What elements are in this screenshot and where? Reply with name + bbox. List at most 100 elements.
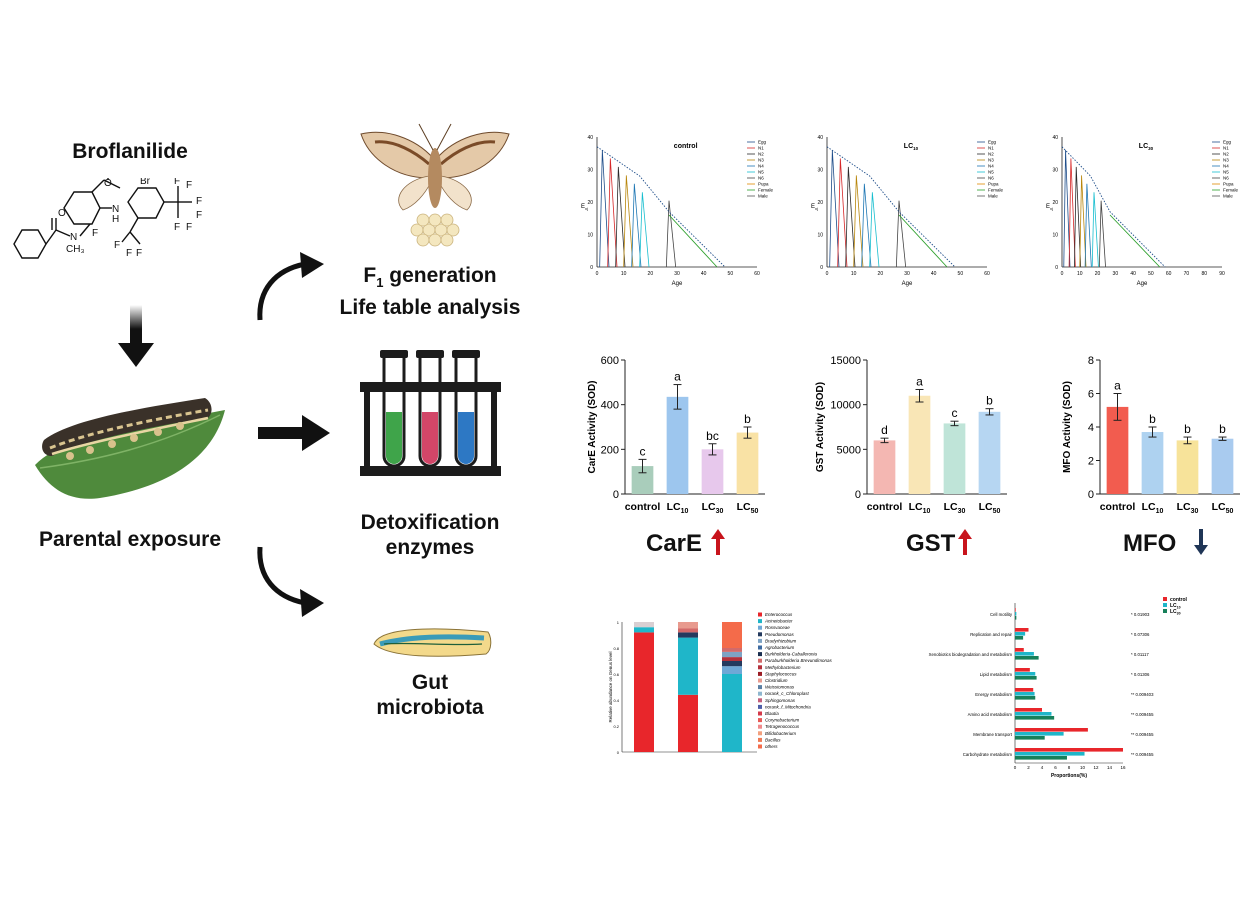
svg-text:F: F [186, 180, 192, 191]
bar [873, 440, 896, 494]
bar [1015, 688, 1034, 692]
legend-label: Tetragenococcus [765, 724, 800, 729]
svg-text:F: F [174, 178, 180, 187]
category-label: Energy metabolism [975, 692, 1012, 697]
legend-label: Bifidobacterium [765, 731, 796, 736]
svg-text:F: F [136, 248, 142, 259]
legend-label: N5 [988, 170, 994, 175]
significance-label: ** 0.009455 [1131, 752, 1154, 757]
category-label: Membrane transport [973, 732, 1012, 737]
y-axis-title-sub: xj [815, 206, 818, 211]
legend-label: Pupa [758, 182, 769, 187]
test-tubes-illustration [360, 350, 501, 476]
bar [1176, 440, 1199, 494]
x-tick-label: 70 [1184, 271, 1190, 277]
legend-label: Egg [1223, 140, 1232, 145]
stack-segment [634, 622, 654, 628]
legend-label: Paraburkholderia Brevundimonas [765, 658, 833, 663]
bar [1015, 608, 1016, 612]
significance-letter: b [744, 412, 751, 426]
category-label: Amino acid metabolism [968, 712, 1013, 717]
bar [1015, 652, 1034, 656]
bar [1015, 728, 1088, 732]
legend-label: Egg [988, 140, 997, 145]
category-label: Carbohydrate metabolism [963, 752, 1013, 757]
x-tick-label: 8 [1068, 765, 1071, 770]
stage-curve [599, 149, 610, 268]
legend-swatch [1163, 603, 1167, 607]
legend-swatch [758, 678, 762, 683]
x-tick-label: 4 [1041, 765, 1044, 770]
y-tick-label: 0 [613, 489, 619, 501]
x-axis-title: Age [672, 281, 683, 287]
legend-label: Rossvaceae [765, 625, 790, 630]
panel-title: control [674, 143, 698, 150]
y-axis-title-sub: xj [1050, 206, 1053, 211]
x-tick-label-sub: 50 [751, 508, 759, 515]
legend-label: Bradyrhizobium [765, 638, 797, 643]
stage-curve [615, 166, 626, 268]
y-tick-label: 5000 [837, 444, 861, 456]
y-tick-label: 400 [601, 400, 619, 412]
significance-label: * 0.01903 [1131, 612, 1150, 617]
egg-curve [1061, 146, 1166, 268]
detoxification-label: Detoxification enzymes [330, 510, 530, 560]
x-tick-label-sub: 50 [993, 508, 1001, 515]
x-tick-label: LC10 [1142, 501, 1164, 515]
legend-swatch [1163, 597, 1167, 601]
gst-title: GST [906, 530, 956, 557]
significance-label: * 0.01117 [1131, 652, 1149, 657]
stack-segment [722, 666, 742, 674]
x-tick-label-sub: 30 [716, 508, 724, 515]
stage-curve [1068, 158, 1076, 268]
x-tick-label: 30 [1113, 271, 1119, 277]
x-tick-label: 20 [878, 271, 884, 277]
x-tick-label: 14 [1107, 765, 1113, 770]
x-tick-label: control [1100, 501, 1136, 513]
legend-label: Acinetobacter [764, 619, 793, 624]
x-tick-label: LC10 [667, 501, 689, 515]
legend-swatch [1163, 609, 1167, 613]
bar [908, 395, 931, 494]
bar [1015, 756, 1067, 760]
female-curve [1109, 214, 1161, 268]
stack-segment [722, 651, 742, 658]
x-tick-label: 10 [851, 271, 857, 277]
y-axis-title-sub: xj [585, 206, 588, 211]
x-tick-label: 50 [958, 271, 964, 277]
mfo-activity-chart: 0 2 4 6 8 MFO Activity (SOD) a control b LC10 b LC3… [1062, 355, 1240, 515]
x-tick-label: LC30 [1177, 501, 1199, 515]
legend-swatch [758, 724, 762, 729]
significance-letter: c [640, 444, 646, 458]
x-tick-label: LC30 [944, 501, 966, 515]
y-tick-label: 40 [1052, 135, 1058, 141]
significance-letter: a [674, 370, 681, 384]
bar [1141, 432, 1164, 494]
legend-label: Sphingomonas [765, 698, 796, 703]
detox-line2: enzymes [385, 536, 475, 559]
y-tick-label: 1 [617, 620, 620, 625]
stage-curve [837, 158, 848, 268]
stage-curve [623, 175, 634, 268]
significance-letter: b [1219, 422, 1226, 436]
x-tick-label: LC50 [737, 501, 759, 515]
stage-curve [895, 200, 907, 268]
x-tick-label: 60 [984, 271, 990, 277]
stage-curve [829, 149, 840, 268]
x-tick-label: 20 [1095, 271, 1101, 277]
y-tick-label: 0 [590, 265, 593, 271]
legend-label: Weissiomonas [765, 685, 795, 690]
x-tick-label-sub: 50 [1226, 508, 1234, 515]
legend-label-sub: 30 [1177, 612, 1181, 616]
x-tick-label: 10 [621, 271, 627, 277]
y-tick-label: 10 [1052, 233, 1058, 239]
bar [1015, 736, 1045, 740]
y-tick-label: 8 [1088, 355, 1094, 367]
legend-swatch [758, 671, 762, 676]
y-axis-title: Exj [581, 204, 588, 211]
legend-label: Clostridium [765, 678, 788, 683]
stack-segment [678, 628, 698, 633]
y-tick-label: 2 [1088, 456, 1094, 468]
significance-letter: b [986, 394, 993, 408]
legend-swatch [758, 665, 762, 670]
